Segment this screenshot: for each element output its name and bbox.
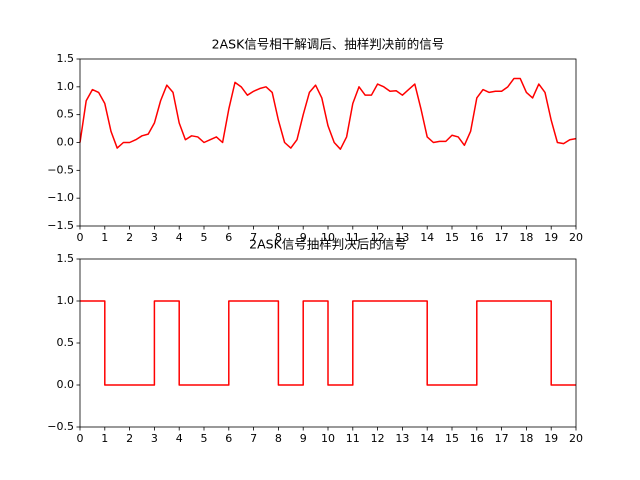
x-tick-label: 14 bbox=[420, 231, 434, 244]
x-tick-label: 4 bbox=[176, 231, 183, 244]
x-tick-label: 6 bbox=[225, 432, 232, 445]
x-tick-label: 3 bbox=[151, 432, 158, 445]
x-tick-label: 6 bbox=[225, 231, 232, 244]
y-tick-label: 0.0 bbox=[57, 136, 75, 149]
x-tick-label: 11 bbox=[346, 231, 360, 244]
x-tick-label: 9 bbox=[300, 432, 307, 445]
x-tick-label: 7 bbox=[250, 231, 257, 244]
x-tick-label: 8 bbox=[275, 231, 282, 244]
x-tick-label: 13 bbox=[395, 231, 409, 244]
x-tick-label: 1 bbox=[101, 231, 108, 244]
y-tick-label: 1.0 bbox=[57, 80, 75, 93]
y-tick-label: −1.0 bbox=[47, 191, 74, 204]
x-tick-label: 3 bbox=[151, 231, 158, 244]
x-tick-label: 11 bbox=[346, 432, 360, 445]
y-tick-label: 0.5 bbox=[57, 336, 75, 349]
x-tick-label: 20 bbox=[569, 231, 583, 244]
x-tick-label: 8 bbox=[275, 432, 282, 445]
data-line bbox=[80, 300, 576, 386]
x-tick-label: 13 bbox=[395, 432, 409, 445]
x-tick-label: 16 bbox=[470, 432, 484, 445]
y-tick-label: −0.5 bbox=[47, 163, 74, 176]
x-tick-label: 0 bbox=[77, 231, 84, 244]
x-tick-label: 18 bbox=[519, 231, 533, 244]
x-tick-label: 12 bbox=[371, 231, 385, 244]
x-tick-label: 18 bbox=[519, 432, 533, 445]
y-tick-label: 0.5 bbox=[57, 108, 75, 121]
x-tick-label: 9 bbox=[300, 231, 307, 244]
x-tick-label: 5 bbox=[201, 231, 208, 244]
x-tick-label: 16 bbox=[470, 231, 484, 244]
x-tick-label: 17 bbox=[495, 432, 509, 445]
y-tick-label: 1.0 bbox=[57, 294, 75, 307]
y-tick-label: −0.5 bbox=[47, 420, 74, 433]
x-tick-label: 7 bbox=[250, 432, 257, 445]
chart-title: 2ASK信号抽样判决后的信号 bbox=[249, 237, 407, 252]
axes-frame bbox=[79, 58, 577, 227]
y-tick-label: 0.0 bbox=[57, 378, 75, 391]
x-tick-label: 17 bbox=[495, 231, 509, 244]
x-tick-label: 19 bbox=[544, 432, 558, 445]
x-tick-label: 20 bbox=[569, 432, 583, 445]
x-tick-label: 19 bbox=[544, 231, 558, 244]
y-tick-label: 1.5 bbox=[57, 252, 75, 265]
x-tick-label: 2 bbox=[126, 432, 133, 445]
x-tick-label: 4 bbox=[176, 432, 183, 445]
x-tick-label: 2 bbox=[126, 231, 133, 244]
data-line bbox=[79, 77, 577, 150]
x-tick-label: 14 bbox=[420, 432, 434, 445]
x-tick-label: 10 bbox=[321, 231, 335, 244]
x-tick-label: 12 bbox=[371, 432, 385, 445]
x-tick-label: 10 bbox=[321, 432, 335, 445]
x-tick-label: 1 bbox=[101, 432, 108, 445]
x-tick-label: 15 bbox=[445, 231, 459, 244]
x-tick-label: 0 bbox=[77, 432, 84, 445]
y-tick-label: −1.5 bbox=[47, 219, 74, 232]
x-tick-label: 5 bbox=[201, 432, 208, 445]
chart-title: 2ASK信号相干解调后、抽样判决前的信号 bbox=[212, 37, 445, 52]
x-tick-label: 15 bbox=[445, 432, 459, 445]
y-tick-label: 1.5 bbox=[57, 52, 75, 65]
